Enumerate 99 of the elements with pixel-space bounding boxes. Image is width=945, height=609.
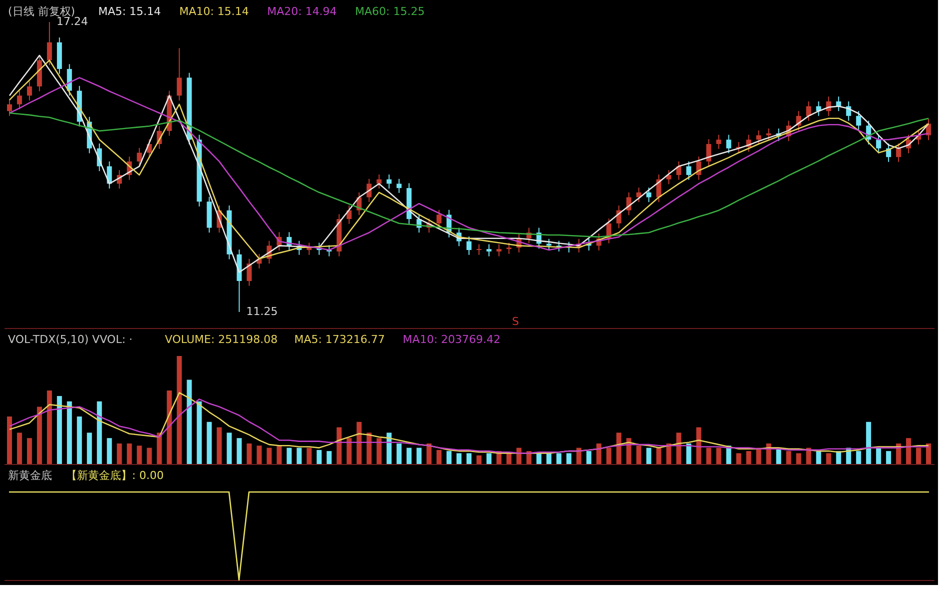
bar — [836, 451, 842, 464]
bar — [586, 451, 592, 464]
bar — [186, 380, 192, 464]
bar — [456, 453, 462, 464]
bar — [426, 443, 432, 464]
bar — [266, 448, 272, 464]
bar — [606, 448, 612, 464]
bar — [16, 432, 22, 464]
bar — [236, 438, 242, 464]
bar — [746, 451, 752, 464]
bar — [246, 443, 252, 464]
bar — [506, 453, 512, 464]
bar — [886, 451, 892, 464]
bar — [736, 453, 742, 464]
bar — [546, 453, 552, 464]
bar — [176, 356, 182, 464]
bar — [6, 416, 12, 464]
bar — [276, 446, 282, 464]
chart-title: VOL-TDX(5,10) VVOL: · — [8, 333, 133, 346]
bar — [376, 438, 382, 464]
bar — [516, 448, 522, 464]
bar — [126, 443, 132, 464]
bar — [466, 453, 472, 464]
text: MA5: 15.14 — [98, 5, 161, 18]
bar — [196, 401, 202, 464]
bar — [316, 450, 322, 464]
bar — [136, 446, 142, 464]
bar — [386, 432, 392, 464]
bar — [256, 446, 262, 464]
bar — [96, 401, 102, 464]
annotation: 11.25 — [246, 305, 278, 318]
text: MA5: 173216.77 — [294, 333, 385, 346]
bar — [156, 432, 162, 464]
text: MA60: 15.25 — [355, 5, 425, 18]
bar — [336, 427, 342, 464]
bar — [436, 450, 442, 464]
chart-title: (日线 前复权) — [8, 5, 76, 18]
bar — [596, 443, 602, 464]
bar — [666, 443, 672, 464]
bar — [616, 432, 622, 464]
bar — [66, 401, 72, 464]
bar — [536, 453, 542, 464]
bar — [446, 451, 452, 464]
bar — [396, 443, 402, 464]
bar — [916, 448, 922, 464]
bar — [46, 390, 52, 464]
bar — [706, 448, 712, 464]
bar — [486, 453, 492, 464]
bar — [876, 448, 882, 464]
bar — [926, 443, 932, 464]
bar — [356, 422, 362, 464]
bar — [106, 438, 112, 464]
bar — [646, 448, 652, 464]
text: VOLUME: 251198.08 — [164, 333, 278, 346]
bar — [826, 453, 832, 464]
text: MA20: 14.94 — [267, 5, 337, 18]
chart-title: 新黄金底 — [8, 469, 52, 482]
bar — [286, 448, 292, 464]
bar — [476, 455, 482, 464]
bar — [756, 448, 762, 464]
bar — [226, 432, 232, 464]
bar — [906, 438, 912, 464]
bar — [416, 448, 422, 464]
bar — [566, 453, 572, 464]
bar — [636, 446, 642, 464]
bar — [326, 451, 332, 464]
bar — [716, 448, 722, 464]
text: MA10: 15.14 — [179, 5, 249, 18]
bar — [556, 453, 562, 464]
bar — [866, 422, 872, 464]
text: MA10: 203769.42 — [402, 333, 501, 346]
bar — [656, 448, 662, 464]
bar — [806, 448, 812, 464]
bar — [696, 427, 702, 464]
bar — [346, 438, 352, 464]
bar — [306, 448, 312, 464]
bar — [686, 443, 692, 464]
series-label: 【新黄金底】: 0.00 — [66, 469, 164, 482]
bar — [116, 443, 122, 464]
bar — [406, 448, 412, 464]
bar — [36, 406, 42, 464]
bar — [146, 448, 152, 464]
bar — [786, 451, 792, 464]
bar — [676, 432, 682, 464]
bar — [76, 416, 82, 464]
bar — [796, 453, 802, 464]
bar — [856, 451, 862, 464]
bar — [816, 451, 822, 464]
text: S — [512, 315, 520, 328]
bar — [86, 432, 92, 464]
bar — [56, 396, 62, 464]
annotation: 17.24 — [56, 15, 88, 28]
bar — [216, 427, 222, 464]
bar — [576, 448, 582, 464]
bar — [206, 422, 212, 464]
bar — [26, 438, 32, 464]
bar — [366, 432, 372, 464]
bar — [296, 448, 302, 464]
bar — [166, 390, 172, 464]
